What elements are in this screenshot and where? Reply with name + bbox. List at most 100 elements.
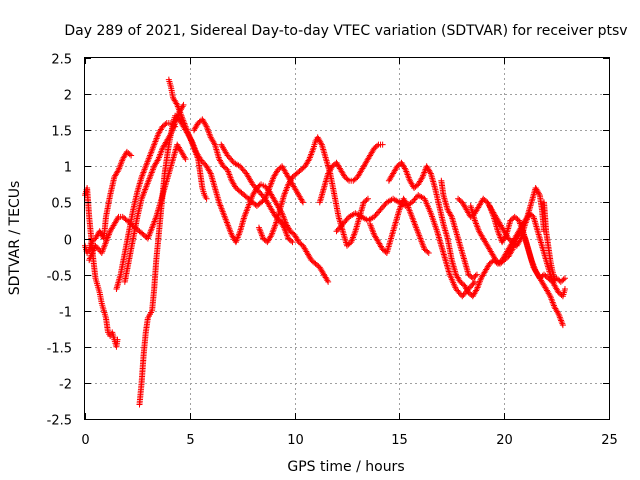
data-point [224,152,231,159]
data-point [237,163,244,170]
data-point [288,237,295,244]
series-track-14 [385,159,548,300]
data-point [253,185,260,192]
series-track-15 [438,177,480,282]
data-point [334,226,341,233]
data-point [410,197,417,204]
data-point [280,223,287,230]
series-track-10 [255,134,371,249]
data-point [381,202,388,209]
series-track-13 [367,195,432,256]
data-point [338,222,345,229]
data-point [380,203,387,210]
data-point [228,156,235,163]
data-point [181,154,188,161]
data-point [289,239,296,246]
data-point [473,287,480,294]
data-point [472,272,479,279]
data-point [201,160,208,167]
data-point [299,199,306,206]
data-point [452,286,459,293]
data-point [373,210,380,217]
series-track-9 [218,141,296,246]
data-point [427,169,434,176]
data-point [93,244,100,251]
data-point [299,197,306,204]
data-point [206,169,213,176]
data-point [403,201,410,208]
data-point [167,132,174,139]
data-point [114,168,121,175]
data-point [363,196,370,203]
data-point [337,223,344,230]
y-tick-label: 2.5 [51,53,72,68]
y-tick-label: -2 [59,378,72,393]
x-tick-label: 10 [287,433,304,448]
data-point [559,322,566,329]
data-point [305,157,312,164]
data-point [468,283,475,290]
data-point [473,271,480,278]
data-point [378,205,385,212]
data-point [554,309,561,316]
data-point [508,247,515,254]
data-point [227,155,234,162]
y-tick-label: 2 [64,89,72,104]
plot-frame [84,57,610,420]
data-point [254,187,261,194]
data-point [259,192,266,199]
data-point [255,188,262,195]
data-point [252,184,259,191]
data-point [173,100,180,107]
y-tick-label: -1 [59,306,72,321]
data-point [344,176,351,183]
data-point [412,195,419,202]
y-tick-label: 1 [64,161,72,176]
series-track-8 [190,116,306,210]
y-axis-label: SDTVAR / TECUs [7,181,23,296]
data-point [92,242,99,249]
data-point [364,195,371,202]
data-point [343,216,350,223]
data-point [202,122,209,129]
data-point [372,212,379,219]
data-point [333,228,340,235]
data-point [535,190,542,197]
data-point [239,166,246,173]
data-point [470,280,477,287]
series-track-11 [316,141,386,206]
data-point [128,152,135,159]
data-point [211,140,218,147]
axis-ticks: 0 5 10 15 20 25 -2.5 -2 -1.5 -1 -0.5 0 0.5 1 1.5 2 2.5 [47,53,618,449]
series-track-17 [467,203,566,329]
series-track-6 [121,101,187,285]
data-point [114,215,121,222]
data-point [258,191,265,198]
x-axis-label: GPS time / hours [287,459,404,475]
data-point [267,233,274,240]
data-point [408,199,415,206]
data-point [374,142,381,149]
y-tick-label: -0.5 [47,270,72,285]
data-point [456,290,463,297]
data-point [114,336,121,343]
data-point [411,196,418,203]
series-track-4 [136,112,332,408]
data-point [460,291,467,298]
data-point [342,218,349,225]
data-point [225,153,232,160]
x-tick-label: 25 [601,433,618,448]
y-tick-label: 1.5 [51,125,72,140]
data-point [401,165,408,172]
data-point [455,288,462,295]
data-point [418,175,425,182]
data-point [325,278,332,285]
data-point [126,151,133,158]
data-point [379,141,386,148]
data-point [318,140,325,147]
data-point [459,293,466,300]
data-point [324,277,331,284]
data-point [250,182,257,189]
series-track-18 [486,203,568,285]
